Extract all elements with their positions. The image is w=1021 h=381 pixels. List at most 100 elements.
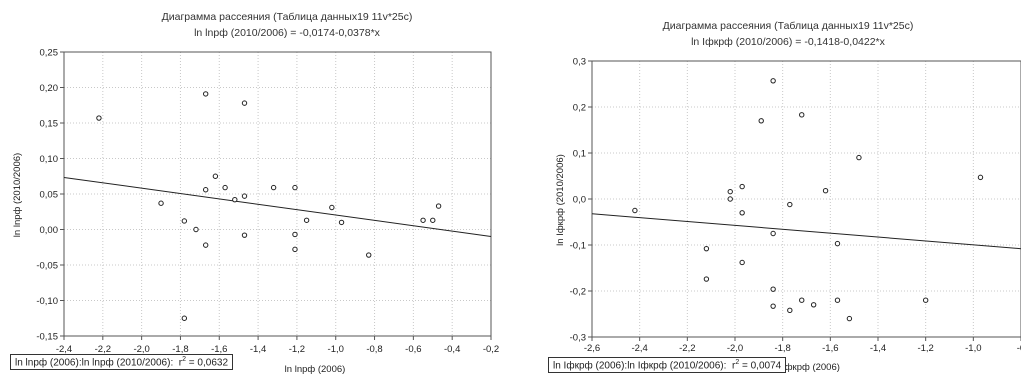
data-point	[727, 188, 733, 195]
x-axis-label: ln lnрф (2006)	[285, 364, 346, 375]
chart-title: Диаграмма рассеяния (Таблица данных19 11…	[663, 20, 914, 32]
x-tick-label: -1,6	[211, 344, 227, 355]
data-point	[810, 302, 817, 308]
regression-line	[591, 213, 1021, 250]
data-point	[338, 219, 345, 226]
plot-area: -2,4 -2,2 -2,0 -1,8 -1,6 -1,4 -1,2 -1,0 -0,8 -0,6…	[36, 48, 499, 356]
scatter-panel-right: Диаграмма рассеяния (Таблица данных19 11…	[536, 0, 1021, 381]
y-tick-label: 0,20	[40, 83, 59, 94]
data-point	[420, 217, 426, 223]
y-axis-label: ln lnрф (2010/2006)	[12, 153, 23, 237]
y-tick-label: 0,05	[40, 190, 59, 201]
chart-title: Диаграмма рассеяния (Таблица данных19 11…	[162, 11, 413, 23]
data-point	[703, 276, 710, 282]
y-tick-label: -0,10	[36, 296, 58, 307]
y-tick-label: 0,25	[40, 48, 59, 59]
data-point	[158, 200, 164, 206]
data-point	[822, 188, 829, 194]
y-tick-label: 0,10	[40, 154, 59, 165]
data-point	[739, 183, 745, 190]
data-point	[181, 315, 188, 321]
x-tick-label: -1,2	[917, 343, 933, 354]
data-point	[435, 203, 442, 209]
data-point	[727, 196, 733, 202]
y-tick-label: 0,1	[573, 149, 586, 160]
legend-label: ln lnрф (2006):ln lnрф (2010/2006):	[15, 357, 174, 369]
data-point	[202, 91, 209, 97]
data-point	[787, 201, 793, 208]
x-tick-label: -1,0	[965, 343, 981, 354]
x-tick-label: -1,8	[774, 343, 790, 354]
data-point	[270, 184, 277, 191]
data-point	[770, 230, 776, 237]
legend-box: ln lnрф (2006):ln lnрф (2010/2006): r2 =…	[10, 354, 234, 371]
x-tick-label: -2,4	[631, 343, 647, 354]
data-point	[739, 210, 745, 216]
x-tick-label: -2,4	[56, 344, 72, 355]
data-point	[856, 154, 862, 161]
y-tick-label: 0,2	[573, 103, 586, 114]
y-tick-label: -0,05	[36, 261, 58, 272]
y-tick-label: -0,1	[570, 241, 586, 252]
y-tick-label: -0,2	[570, 287, 586, 298]
x-axis-label: ln Iфкрф (2006)	[772, 362, 840, 373]
data-point	[977, 174, 984, 181]
y-tick-label: 0,3	[573, 57, 586, 68]
data-point	[366, 252, 372, 258]
y-axis-label: ln Iфкрф (2010/2006)	[555, 154, 566, 246]
data-point	[202, 187, 209, 193]
y-tick-label: -0,3	[570, 333, 586, 344]
x-tick-label: -2,6	[584, 343, 600, 354]
x-tick-label: -1,4	[870, 343, 886, 354]
plot-frame	[591, 60, 1021, 338]
x-tick-label: -0,8	[366, 344, 382, 355]
data-point	[202, 242, 209, 248]
x-tick-label: -1,8	[172, 344, 188, 355]
regression-line	[63, 176, 492, 237]
data-point	[241, 193, 248, 199]
data-point	[703, 245, 710, 252]
legend-label: ln Iфкрф (2006):ln Iфкрф (2010/2006):	[553, 360, 727, 372]
y-tick-label: -0,15	[36, 332, 58, 343]
data-point	[292, 184, 298, 191]
x-tick-label: -0,6	[405, 344, 421, 355]
x-tick-label: -2,0	[727, 343, 743, 354]
data-point	[632, 207, 638, 214]
r2-value: 0,0074	[750, 360, 782, 372]
scatter-plot-left: Диаграмма рассеяния (Таблица данных19 11…	[12, 11, 499, 375]
x-tick-label: -0,2	[483, 344, 499, 355]
data-point	[834, 240, 841, 247]
data-point	[770, 78, 776, 84]
x-tick-label: -0,4	[444, 344, 460, 355]
scatter-panel-left: Диаграмма рассеяния (Таблица данных19 11…	[0, 0, 510, 381]
data-point	[181, 218, 188, 224]
legend-box: ln Iфкрф (2006):ln Iфкрф (2010/2006): r2…	[548, 357, 787, 374]
x-tick-label: -1,4	[250, 344, 266, 355]
data-point	[241, 232, 248, 238]
y-tick-label: 0,0	[573, 195, 586, 206]
regression-equation: ln lnрф (2010/2006) = -0,0174-0,0378*x	[194, 27, 381, 39]
data-point	[222, 184, 228, 191]
data-point	[292, 246, 298, 253]
data-point	[193, 226, 199, 233]
y-tick-label: 0,00	[40, 225, 59, 236]
x-tick-label: -2,2	[679, 343, 695, 354]
data-point	[329, 204, 335, 211]
x-tick-label: -1,2	[289, 344, 305, 355]
x-tick-label: -1,6	[822, 343, 838, 354]
y-tick-label: 0,15	[40, 119, 59, 130]
data-point	[799, 297, 805, 303]
scatter-plot-right: Диаграмма рассеяния (Таблица данных19 11…	[555, 20, 1021, 373]
x-tick-label: -1,0	[328, 344, 344, 355]
data-point	[241, 100, 248, 106]
data-point	[212, 173, 219, 179]
data-point	[770, 303, 776, 309]
data-point	[834, 297, 841, 303]
plot-area: -2,6 -2,4 -2,2 -2,0 -1,8 -1,6 -1,4 -1,2 -1,0 -0 -0…	[570, 57, 1021, 354]
x-tick-label: -0	[1017, 343, 1021, 354]
data-point	[232, 196, 238, 203]
x-tick-label: -2,0	[133, 344, 149, 355]
data-point	[846, 315, 853, 322]
data-point	[303, 217, 310, 223]
data-point	[430, 217, 436, 223]
